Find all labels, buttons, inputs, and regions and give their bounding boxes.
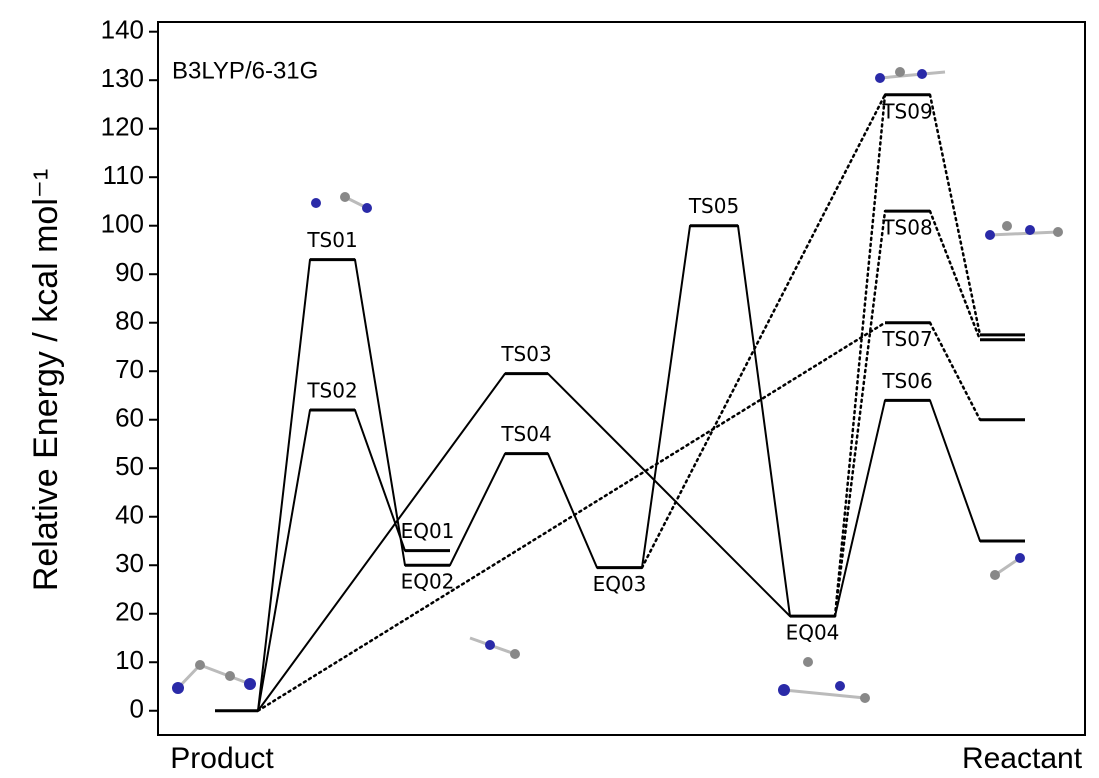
y-tick-label: 140	[101, 15, 144, 45]
chart: B3LYP/6-31G Relative Energy / kcal mol⁻¹…	[0, 0, 1099, 778]
pathway-link	[738, 226, 790, 616]
pathway-link	[930, 211, 980, 340]
pathway-link	[548, 374, 790, 617]
y-tick-label: 130	[101, 63, 144, 93]
y-tick-label: 100	[101, 209, 144, 239]
pathway-link	[355, 410, 405, 551]
pathway-link	[930, 323, 980, 420]
x-end-label: Reactant	[962, 742, 1083, 775]
pathway-link	[835, 211, 885, 616]
method-annotation: B3LYP/6-31G	[172, 57, 318, 84]
level-label: TS09	[881, 99, 932, 123]
x-end-label: Product	[170, 742, 274, 775]
level-label: TS03	[500, 342, 551, 366]
level-label: EQ01	[401, 519, 455, 543]
pathway-link	[930, 95, 980, 335]
y-tick-label: 80	[115, 306, 144, 336]
level-label: EQ04	[786, 621, 840, 645]
level-label: TS04	[500, 422, 551, 446]
y-tick-label: 10	[115, 645, 144, 675]
level-label: TS01	[306, 228, 357, 252]
level-label: TS05	[688, 194, 739, 218]
pathway-link	[835, 95, 885, 616]
level-label: TS06	[881, 369, 932, 393]
y-tick-label: 90	[115, 257, 144, 287]
y-tick-label: 110	[103, 160, 144, 190]
y-tick-label: 70	[115, 354, 144, 384]
pathway-link	[258, 260, 310, 711]
level-label: TS08	[881, 216, 932, 240]
pathway-link	[548, 454, 597, 568]
pathway-link	[258, 410, 310, 711]
y-tick-label: 40	[115, 500, 144, 530]
pathway-link	[835, 400, 885, 616]
y-tick-label: 60	[115, 403, 144, 433]
y-axis-title: Relative Energy / kcal mol⁻¹	[27, 169, 65, 591]
level-label: TS07	[881, 327, 932, 351]
y-tick-label: 20	[115, 597, 144, 627]
level-label: EQ02	[401, 570, 455, 594]
level-label: EQ03	[593, 572, 647, 596]
pathway-link	[930, 400, 980, 541]
level-label: TS02	[306, 379, 357, 403]
y-tick-label: 30	[115, 548, 144, 578]
y-tick-label: 0	[130, 694, 144, 724]
pathway-link	[450, 454, 505, 566]
pathway-link	[642, 226, 690, 568]
y-tick-label: 120	[101, 112, 144, 142]
y-tick-label: 50	[115, 451, 144, 481]
